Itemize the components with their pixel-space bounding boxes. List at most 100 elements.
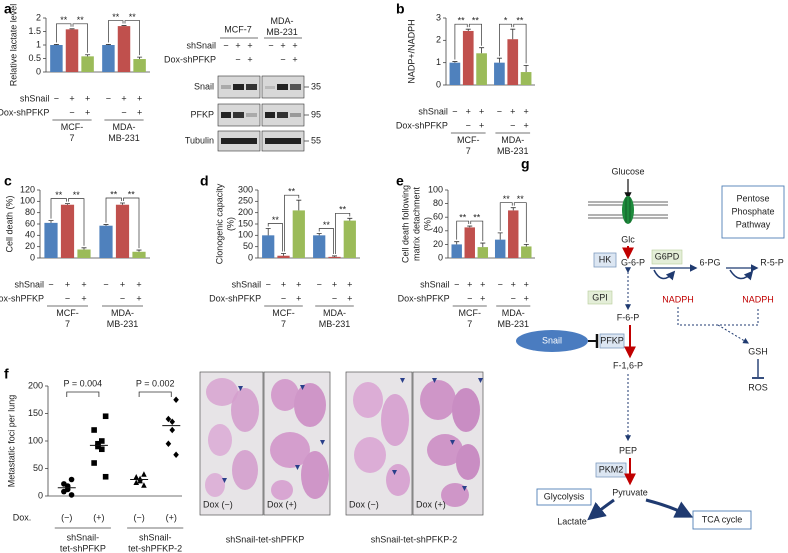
error-bar xyxy=(65,203,70,205)
sign: − xyxy=(268,40,273,50)
condition-label: Dox-shPFKP xyxy=(0,107,49,117)
condition-sign: + xyxy=(85,93,90,103)
x-tick-label: (−) xyxy=(61,512,72,522)
connector xyxy=(677,307,759,326)
condition-sign: + xyxy=(65,279,70,289)
error-bar xyxy=(316,233,322,236)
significance-bracket xyxy=(454,23,468,60)
enzyme: GPI xyxy=(592,292,608,302)
condition-sign: + xyxy=(467,279,472,289)
error-bar xyxy=(137,56,143,60)
significance-bracket xyxy=(499,202,513,231)
condition-sign: − xyxy=(48,279,53,289)
significance-label: ** xyxy=(128,189,136,199)
condition-sign: − xyxy=(317,279,322,289)
x-tick-label: MDA-MB-231 xyxy=(108,122,140,143)
condition-sign: + xyxy=(480,279,485,289)
error-bar xyxy=(347,217,353,221)
pathway: g Glucose Glc HK G-6-P G6PD 6-PG R-5-P P… xyxy=(516,156,785,530)
y-tick-label: 250 xyxy=(238,196,253,206)
y-axis-label: NADP+/NADPH xyxy=(406,19,416,83)
bar xyxy=(60,204,75,258)
point xyxy=(165,440,172,448)
y-tick-label: 1 xyxy=(36,39,41,49)
condition-sign: − xyxy=(497,106,502,116)
histology-image xyxy=(345,371,413,516)
condition-label: Dox-shPFKP xyxy=(0,293,44,303)
metabolite: 6-PG xyxy=(699,257,720,267)
bar xyxy=(462,30,474,86)
significance-label: * xyxy=(504,16,508,26)
bar xyxy=(507,39,519,85)
point xyxy=(169,426,176,434)
condition-sign: + xyxy=(332,279,337,289)
significance-bracket xyxy=(124,20,140,56)
condition-sign: − xyxy=(54,93,59,103)
y-axis-label: Clonogenic capacity xyxy=(214,183,224,264)
group-label: tet-shPFKP-2 xyxy=(128,543,182,553)
condition-label: shSnail xyxy=(20,93,50,103)
condition-sign: + xyxy=(347,279,352,289)
error-bar xyxy=(479,47,485,54)
enzyme-box xyxy=(587,290,613,305)
y-axis-label: Relative lactate level xyxy=(8,4,18,87)
panel-letter: f xyxy=(4,366,9,382)
point xyxy=(141,482,147,488)
x-tick-label: (+) xyxy=(166,512,177,522)
significance-bracket xyxy=(513,23,527,64)
y-axis-label: matrix detachment xyxy=(411,186,421,261)
error-bar xyxy=(467,225,473,228)
band xyxy=(221,138,257,144)
arrow xyxy=(653,269,676,281)
y-tick-label: 0 xyxy=(438,252,443,262)
sign: + xyxy=(292,40,297,50)
condition-label: shSnail xyxy=(420,279,450,289)
condition-sign: − xyxy=(452,106,457,116)
condition-sign: + xyxy=(296,293,301,303)
y-tick-label: 80 xyxy=(433,198,443,208)
significance-bracket xyxy=(56,23,72,43)
condition-sign: + xyxy=(120,279,125,289)
panel-letter: c xyxy=(4,173,12,189)
x-axis-label: Dox. xyxy=(13,512,32,522)
error-bar xyxy=(120,202,125,205)
error-bar xyxy=(53,44,59,45)
pathway-box xyxy=(536,488,592,506)
group-label: shSnail- xyxy=(139,532,172,542)
mw-label: 95 xyxy=(311,109,321,119)
bar xyxy=(476,53,487,85)
bar xyxy=(328,256,341,258)
cell-line: MDA-MB-231 xyxy=(266,16,298,37)
condition-sign: + xyxy=(137,93,142,103)
bar xyxy=(115,204,130,258)
enzyme: PFKP xyxy=(600,335,624,345)
y-tick-label: 1.5 xyxy=(28,26,41,36)
panel-letter: g xyxy=(521,156,530,172)
y-axis-label: Cell death (%) xyxy=(4,195,14,252)
bar xyxy=(132,251,146,258)
sign: + xyxy=(235,40,240,50)
y-tick-label: 0 xyxy=(38,490,43,500)
bar xyxy=(477,247,489,258)
pathway-label: Glycolysis xyxy=(544,491,585,501)
x-tick-label: MDA-MB-231 xyxy=(497,308,529,329)
y-tick-label: 20 xyxy=(25,241,35,251)
x-tick-label: MCF-7 xyxy=(457,135,480,156)
metabolite: GSH xyxy=(748,346,768,356)
significance-label: ** xyxy=(112,12,120,22)
image-label: Dox (+) xyxy=(267,499,297,509)
x-tick-label: MDA-MB-231 xyxy=(319,308,351,329)
condition-label: shSnail xyxy=(14,279,44,289)
condition-sign: − xyxy=(266,279,271,289)
point xyxy=(68,492,75,498)
condition-sign: + xyxy=(523,120,528,130)
y-tick-label: 150 xyxy=(28,408,43,418)
significance-bracket xyxy=(470,220,484,242)
condition-sign: + xyxy=(136,293,141,303)
condition-sign: + xyxy=(466,106,471,116)
significance-bracket xyxy=(105,197,122,223)
significance-label: ** xyxy=(73,190,81,200)
pathway-title: Pentose xyxy=(736,193,769,203)
significance-bracket xyxy=(318,228,334,254)
significance-label: ** xyxy=(472,16,480,26)
